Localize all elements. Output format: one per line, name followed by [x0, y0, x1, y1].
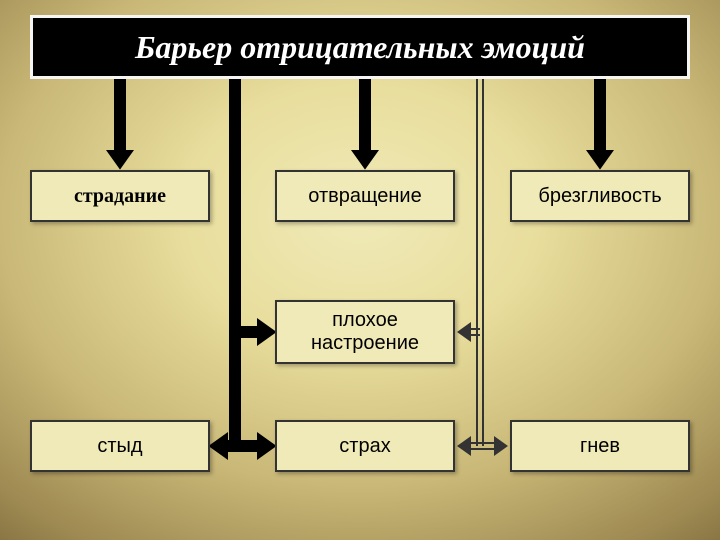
node-label: гнев	[580, 435, 620, 458]
node-label: стыд	[97, 435, 142, 458]
title-text: Барьер отрицательных эмоций	[135, 29, 585, 66]
node-label: страх	[339, 435, 390, 458]
node-label: отвращение	[308, 185, 421, 208]
node-disgust: отвращение	[275, 170, 455, 222]
node-squeamish: брезгливость	[510, 170, 690, 222]
node-label: брезгливость	[538, 185, 661, 208]
node-badmood: плохое настроение	[275, 300, 455, 364]
title-box: Барьер отрицательных эмоций	[30, 15, 690, 79]
node-anger: гнев	[510, 420, 690, 472]
node-shame: стыд	[30, 420, 210, 472]
node-fear: страх	[275, 420, 455, 472]
node-label: плохое настроение	[277, 309, 453, 355]
node-label: страдание	[74, 185, 166, 208]
node-suffering: страдание	[30, 170, 210, 222]
